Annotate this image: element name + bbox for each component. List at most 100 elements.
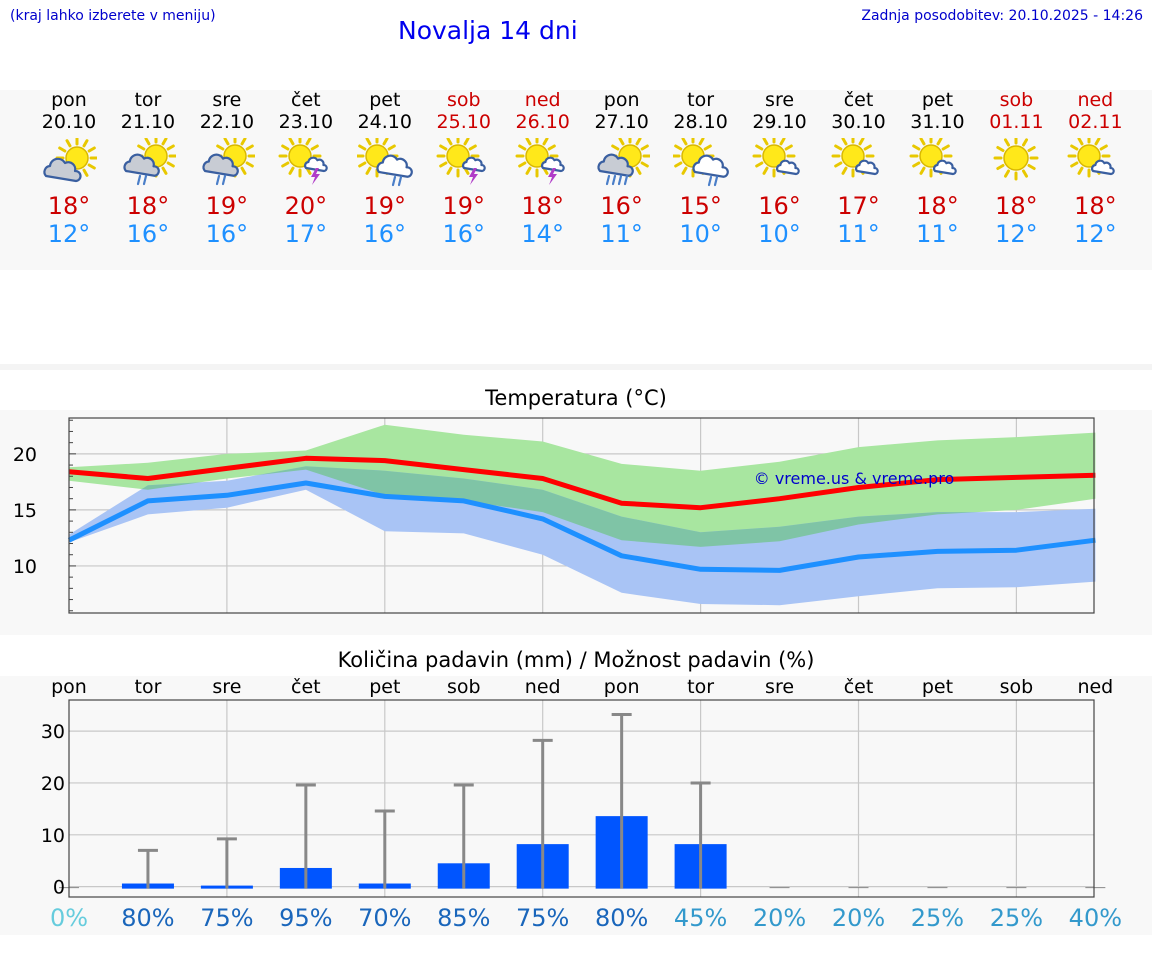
precipitation-day-label: čet [844, 676, 874, 698]
sun-small-cloud-icon [752, 138, 800, 178]
precipitation-probability: 75% [200, 904, 253, 932]
forecast-day: pon 20.10 18° 12° [29, 90, 109, 248]
sun-cloud-rain-icon [356, 138, 413, 187]
max-temperature: 18° [1074, 192, 1117, 220]
day-date: 20.10 [41, 111, 97, 133]
min-temperature: 11° [600, 220, 643, 248]
precipitation-day-label: sob [447, 676, 481, 698]
last-updated: Zadnja posodobitev: 20.10.2025 - 14:26 [861, 8, 1143, 24]
forecast-day: pon 27.10 16° 11° [582, 90, 662, 248]
precipitation-error-bar [216, 837, 237, 889]
min-temperature: 17° [284, 220, 328, 248]
precipitation-probability: 20% [832, 904, 885, 932]
sun-storm-icon [436, 138, 486, 185]
precipitation-y-tick-label: 30 [41, 721, 65, 743]
forecast-day: ned 02.11 18° 12° [1055, 90, 1135, 248]
watermark-text: © vreme.us & vreme.pro [754, 469, 955, 488]
precipitation-day-label: ned [1077, 676, 1113, 698]
day-name: pon [603, 89, 640, 111]
day-name: sob [446, 89, 481, 111]
min-temperature: 10° [679, 220, 722, 248]
day-date: 24.10 [357, 111, 412, 133]
sun-small-cloud-icon [1067, 138, 1116, 178]
forecast-day: pet 24.10 19° 16° [345, 90, 425, 248]
divider [0, 364, 1152, 370]
temperature-y-tick-label: 10 [13, 556, 37, 578]
precipitation-probability: 25% [990, 904, 1043, 932]
min-temperature: 12° [995, 220, 1038, 248]
min-temperature: 16° [126, 220, 170, 248]
min-temperature: 11° [916, 220, 959, 248]
max-temperature: 17° [837, 192, 880, 220]
max-temperature: 19° [363, 192, 407, 220]
min-temperature: 11° [837, 220, 880, 248]
precipitation-error-bar [690, 781, 711, 889]
sun-small-cloud-icon [831, 138, 879, 178]
precipitation-plot-frame [68, 699, 1095, 898]
sun-cloud-rain-icon [672, 138, 729, 187]
max-temperature-line [68, 455, 1096, 511]
max-temperature: 16° [758, 192, 801, 220]
precipitation-error-bar [453, 783, 474, 889]
forecast-day: ned 26.10 18° 14° [503, 90, 583, 248]
precipitation-probability: 80% [121, 904, 174, 932]
sun-small-cloud-icon [909, 138, 958, 178]
min-temperature: 16° [205, 220, 249, 248]
precipitation-probability: 95% [279, 904, 332, 932]
temperature-y-tick-label: 15 [13, 500, 37, 522]
day-date: 28.10 [673, 111, 728, 133]
precipitation-day-label: pet [369, 676, 400, 698]
max-temperature: 18° [995, 192, 1038, 220]
max-temperature: 15° [679, 192, 722, 220]
min-temperature: 12° [47, 220, 91, 248]
day-name: ned [1077, 89, 1114, 111]
min-temperature: 16° [363, 220, 407, 248]
cloud-sun-rain-icon [123, 138, 176, 186]
day-name: tor [687, 89, 715, 111]
precipitation-day-label: sob [1000, 676, 1034, 698]
precipitation-y-tick-label: 10 [41, 825, 65, 847]
max-temperature: 19° [442, 192, 486, 220]
day-name: pet [921, 89, 954, 111]
day-name: sre [212, 89, 242, 111]
day-name: pon [51, 89, 87, 111]
precipitation-day-label: čet [291, 676, 321, 698]
precipitation-chart-title: Količina padavin (mm) / Možnost padavin … [337, 648, 815, 672]
precipitation-error-bar [137, 848, 158, 889]
precipitation-day-label: sre [765, 676, 794, 698]
max-temperature: 18° [521, 192, 564, 220]
cloud-sun-icon [43, 138, 97, 183]
min-temperature: 14° [521, 220, 564, 248]
day-name: sob [999, 89, 1034, 111]
max-temperature-range [69, 424, 1096, 547]
forecast-strip [0, 90, 1152, 270]
precipitation-probability: 25% [911, 904, 964, 932]
forecast-day: sob 25.10 19° 16° [424, 90, 504, 248]
precipitation-y-tick-label: 0 [53, 877, 65, 899]
page-title: Novalja 14 dni [398, 16, 578, 45]
day-date: 23.10 [278, 111, 334, 133]
forecast-day: sre 22.10 19° 16° [187, 90, 267, 248]
forecast-day: čet 23.10 20° 17° [266, 90, 346, 248]
precipitation-probability: 45% [674, 904, 727, 932]
precipitation-error-bar [374, 809, 395, 889]
forecast-day: tor 28.10 15° 10° [661, 90, 741, 248]
precipitation-probability: 85% [437, 904, 490, 932]
day-date: 21.10 [120, 111, 176, 133]
temperature-y-tick-label: 20 [13, 444, 37, 466]
precipitation-day-label: tor [135, 676, 162, 698]
day-date: 31.10 [910, 111, 965, 133]
precipitation-error-bar [532, 738, 553, 889]
precipitation-probability: 0% [50, 904, 88, 932]
min-temperature: 10° [758, 220, 801, 248]
cloud-sun-rain-icon [202, 138, 255, 186]
forecast-day: sre 29.10 16° 10° [740, 90, 820, 248]
day-date: 26.10 [515, 111, 570, 133]
precipitation-day-label: pon [604, 676, 640, 698]
cloud-sun-heavy-rain-icon [597, 138, 650, 186]
precipitation-day-label: sre [212, 676, 241, 698]
day-date: 22.10 [199, 111, 255, 133]
precipitation-error-bar [611, 713, 632, 889]
precipitation-probability: 80% [595, 904, 648, 932]
day-name: pet [369, 89, 401, 111]
